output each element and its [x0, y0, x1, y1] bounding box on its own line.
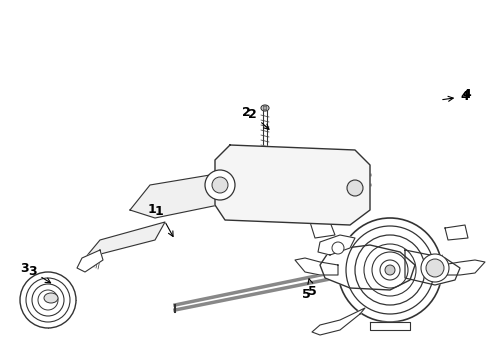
- Text: 5: 5: [302, 288, 311, 301]
- Text: 4: 4: [443, 90, 469, 103]
- Polygon shape: [445, 225, 468, 240]
- Polygon shape: [370, 322, 410, 330]
- Polygon shape: [310, 222, 335, 238]
- Circle shape: [212, 177, 228, 193]
- Polygon shape: [295, 258, 338, 275]
- Polygon shape: [442, 260, 485, 275]
- Polygon shape: [312, 308, 365, 335]
- Circle shape: [20, 272, 76, 328]
- Polygon shape: [320, 245, 415, 290]
- Circle shape: [347, 180, 363, 196]
- Circle shape: [338, 218, 442, 322]
- Circle shape: [26, 278, 70, 322]
- Polygon shape: [77, 250, 103, 272]
- Circle shape: [263, 106, 267, 110]
- Text: 4: 4: [462, 88, 471, 101]
- Polygon shape: [215, 145, 370, 225]
- Text: 1: 1: [155, 205, 173, 237]
- Ellipse shape: [44, 293, 58, 303]
- Polygon shape: [318, 235, 355, 255]
- Polygon shape: [85, 222, 165, 258]
- Circle shape: [426, 259, 444, 277]
- Text: 2: 2: [242, 106, 251, 119]
- Circle shape: [205, 170, 235, 200]
- Circle shape: [364, 244, 416, 296]
- Text: 3: 3: [20, 262, 28, 275]
- Circle shape: [332, 242, 344, 254]
- Text: 5: 5: [308, 279, 317, 298]
- Polygon shape: [405, 250, 460, 285]
- Polygon shape: [130, 155, 350, 218]
- Text: 3: 3: [28, 265, 50, 283]
- Circle shape: [355, 235, 425, 305]
- Ellipse shape: [261, 105, 269, 111]
- Text: 2: 2: [248, 108, 269, 129]
- Circle shape: [372, 252, 408, 288]
- Circle shape: [346, 226, 434, 314]
- Circle shape: [385, 265, 395, 275]
- Text: 1: 1: [148, 203, 157, 216]
- Circle shape: [32, 284, 64, 316]
- Circle shape: [38, 290, 58, 310]
- Circle shape: [421, 254, 449, 282]
- Circle shape: [380, 260, 400, 280]
